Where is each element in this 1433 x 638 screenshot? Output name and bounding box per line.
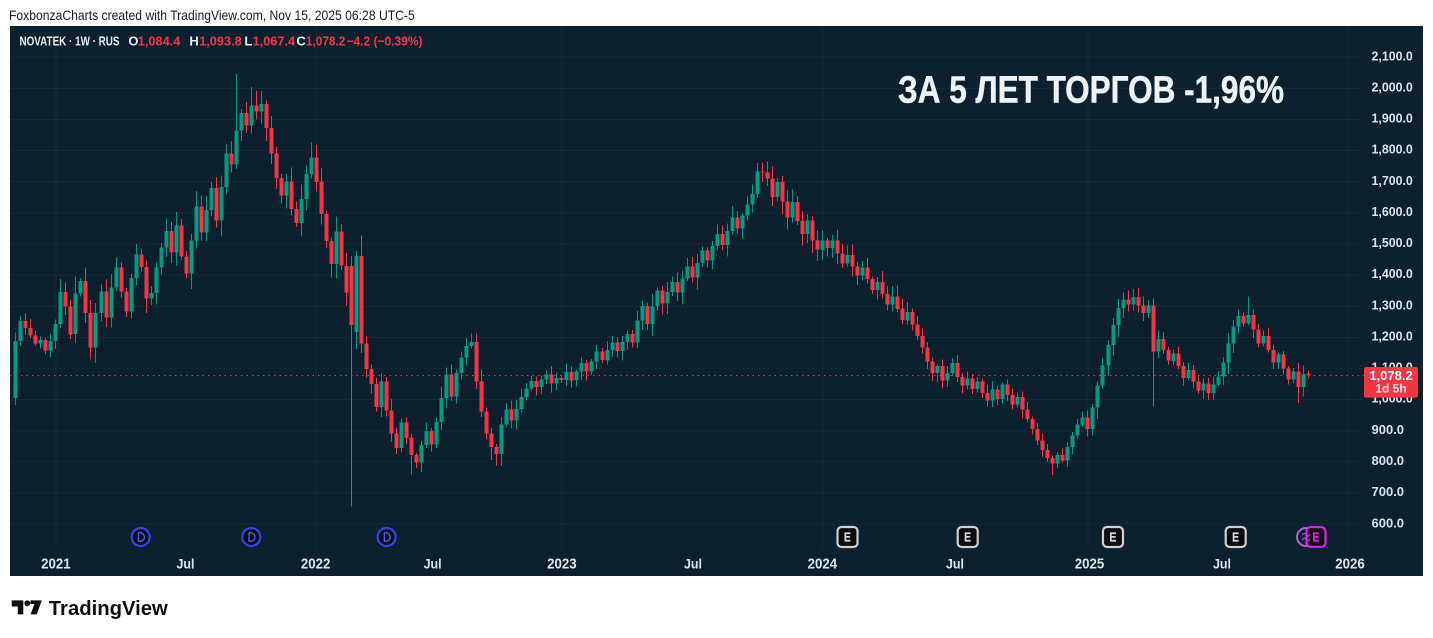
svg-text:2021: 2021 <box>41 557 71 573</box>
svg-text:800.0: 800.0 <box>1372 453 1405 468</box>
svg-text:−4.2 (−0.39%): −4.2 (−0.39%) <box>347 33 423 48</box>
svg-text:700.0: 700.0 <box>1372 484 1405 499</box>
svg-text:900.0: 900.0 <box>1372 422 1405 437</box>
svg-text:O: O <box>128 33 138 48</box>
svg-text:1,078.2: 1,078.2 <box>1369 368 1412 383</box>
svg-text:1,084.4: 1,084.4 <box>138 33 181 48</box>
svg-text:NOVATEK · 1W · RUS: NOVATEK · 1W · RUS <box>20 33 120 48</box>
svg-text:1d 5h: 1d 5h <box>1375 382 1406 396</box>
svg-text:1,500.0: 1,500.0 <box>1372 235 1413 250</box>
svg-text:Jul: Jul <box>684 557 702 572</box>
svg-text:1,900.0: 1,900.0 <box>1372 111 1413 126</box>
svg-text:1,400.0: 1,400.0 <box>1372 266 1413 281</box>
svg-text:2025: 2025 <box>1075 557 1105 573</box>
svg-text:Jul: Jul <box>424 557 442 572</box>
svg-text:H: H <box>189 33 198 48</box>
svg-text:1,200.0: 1,200.0 <box>1372 329 1413 344</box>
svg-text:1,093.8: 1,093.8 <box>199 33 242 48</box>
svg-text:2,000.0: 2,000.0 <box>1372 79 1413 94</box>
svg-text:Jul: Jul <box>177 557 195 572</box>
svg-text:TradingView: TradingView <box>49 598 168 620</box>
svg-text:1,700.0: 1,700.0 <box>1372 173 1413 188</box>
svg-text:2024: 2024 <box>808 557 838 573</box>
svg-text:600.0: 600.0 <box>1372 515 1405 530</box>
svg-text:1,600.0: 1,600.0 <box>1372 204 1413 219</box>
svg-text:1,067.4: 1,067.4 <box>253 33 296 48</box>
svg-text:1,078.2: 1,078.2 <box>306 33 346 48</box>
svg-text:1,800.0: 1,800.0 <box>1372 142 1413 157</box>
svg-text:2026: 2026 <box>1335 557 1365 573</box>
svg-text:ЗА 5 ЛЕТ ТОРГОВ -1,96%: ЗА 5 ЛЕТ ТОРГОВ -1,96% <box>898 70 1284 112</box>
svg-text:C: C <box>296 33 306 48</box>
svg-text:1,300.0: 1,300.0 <box>1372 297 1413 312</box>
svg-text:2023: 2023 <box>547 557 577 573</box>
svg-text:Jul: Jul <box>946 557 964 572</box>
svg-text:2,100.0: 2,100.0 <box>1372 48 1413 63</box>
svg-text:L: L <box>244 33 252 48</box>
svg-text:2022: 2022 <box>301 557 331 573</box>
svg-text:Jul: Jul <box>1213 557 1231 572</box>
